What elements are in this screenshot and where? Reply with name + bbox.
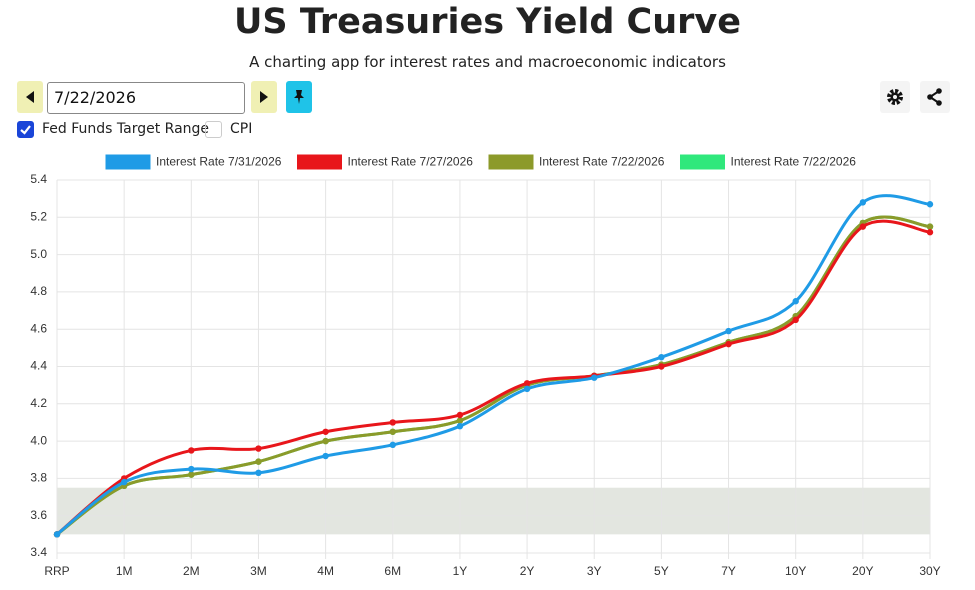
data-point (389, 441, 396, 449)
y-tick-label: 3.4 (30, 545, 47, 559)
y-tick-label: 5.4 (30, 172, 47, 186)
legend-swatch (297, 154, 342, 170)
data-point (926, 223, 934, 230)
data-point (255, 445, 262, 452)
x-tick-label: 2M (183, 564, 200, 578)
data-point (389, 419, 396, 426)
y-tick-label: 4.4 (30, 359, 47, 373)
checkbox-label: CPI (230, 121, 253, 137)
x-tick-label: 20Y (852, 564, 873, 578)
y-tick-label: 4.6 (30, 321, 47, 335)
x-tick-label: 1M (116, 564, 133, 578)
y-tick-label: 3.8 (30, 471, 47, 485)
data-point (926, 229, 934, 236)
y-tick-label: 4.2 (30, 396, 47, 410)
data-point (658, 363, 665, 370)
settings-button[interactable] (880, 81, 910, 113)
series-line (56, 215, 931, 536)
data-point (120, 478, 128, 486)
data-point (523, 380, 531, 387)
date-input[interactable]: 7/22/2026 (47, 82, 245, 114)
legend-swatch (680, 154, 725, 170)
data-point (322, 437, 329, 445)
x-tick-label: 10Y (785, 564, 806, 578)
data-point (792, 316, 799, 324)
data-point (456, 417, 464, 424)
data-point (859, 223, 867, 230)
y-tick-label: 3.6 (30, 508, 47, 522)
series-line (56, 215, 931, 536)
data-point (255, 458, 262, 465)
pin-button[interactable] (286, 81, 312, 113)
y-tick-label: 5.2 (30, 209, 47, 223)
x-tick-label: 1Y (453, 564, 468, 578)
data-point (188, 465, 195, 473)
legend-swatch (488, 154, 534, 170)
data-point (322, 452, 329, 460)
data-point (725, 340, 732, 348)
legend-label: Interest Rate 7/31/2026 (156, 155, 282, 169)
x-tick-label: 4M (317, 564, 334, 578)
data-point (926, 201, 934, 208)
checkbox[interactable] (205, 121, 222, 138)
data-point (658, 353, 665, 361)
data-point (188, 471, 195, 478)
data-point (322, 428, 329, 435)
legend-label: Interest Rate 7/27/2026 (348, 155, 474, 169)
checkbox-label: Fed Funds Target Range (42, 121, 210, 137)
series-line (56, 219, 931, 536)
prev-button[interactable] (17, 81, 43, 113)
next-button[interactable] (251, 81, 277, 113)
x-tick-label: 6M (384, 564, 401, 578)
share-button[interactable] (920, 81, 950, 113)
legend-label: Interest Rate 7/22/2026 (539, 155, 665, 169)
y-tick-label: 4.0 (30, 433, 47, 447)
checkbox[interactable] (17, 121, 34, 138)
y-tick-label: 4.8 (30, 284, 47, 298)
x-tick-label: 30Y (919, 564, 940, 578)
data-point (523, 385, 531, 393)
data-point (859, 199, 867, 206)
x-tick-label: 7Y (721, 564, 736, 578)
data-point (591, 374, 598, 381)
data-point (389, 428, 396, 435)
data-point (255, 469, 262, 477)
data-point (725, 327, 732, 335)
x-tick-label: 2Y (520, 564, 535, 578)
x-tick-label: 5Y (654, 564, 669, 578)
legend-swatch (105, 154, 151, 170)
series-line (56, 194, 931, 536)
x-tick-label: 3Y (587, 564, 602, 578)
data-point (188, 447, 195, 454)
legend-label: Interest Rate 7/22/2026 (731, 155, 857, 169)
x-tick-label: RRP (44, 564, 69, 578)
fed-funds-range (57, 487, 930, 535)
data-point (456, 422, 464, 430)
subtitle: A charting app for interest rates and ma… (249, 53, 726, 71)
data-point (456, 411, 464, 419)
data-point (792, 298, 799, 305)
title: US Treasuries Yield Curve (234, 2, 741, 42)
data-point (53, 531, 61, 538)
y-tick-label: 5.0 (30, 247, 47, 261)
x-tick-label: 3M (250, 564, 267, 578)
